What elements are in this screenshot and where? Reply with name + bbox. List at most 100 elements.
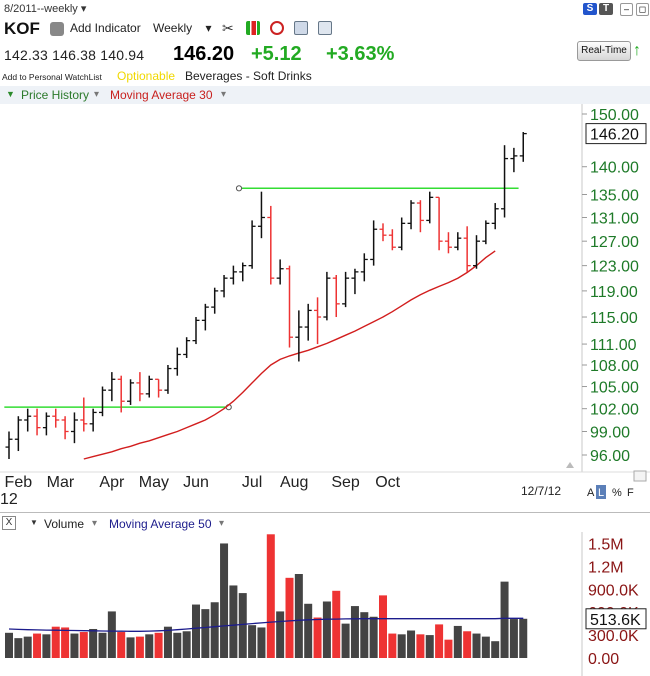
axis-mode-F[interactable]: F xyxy=(627,487,634,499)
ohlc-bar xyxy=(379,223,387,242)
volume-bar xyxy=(481,636,490,658)
volume-bar xyxy=(173,632,182,658)
close-icon[interactable]: X xyxy=(2,516,16,530)
volume-bar xyxy=(107,611,116,658)
volume-bar xyxy=(135,636,144,658)
ohlc-bar xyxy=(70,412,78,444)
ohlc-bar xyxy=(211,287,219,314)
volume-bar xyxy=(182,631,191,658)
period-selector[interactable]: 8/2011--weekly ▾ xyxy=(4,3,87,15)
last-volume-box xyxy=(585,608,647,630)
volume-bar xyxy=(61,627,70,658)
grid-icon[interactable] xyxy=(318,21,332,35)
ohlc-bar xyxy=(24,408,32,432)
price-tick-label: 102.00 xyxy=(590,402,639,419)
ohlc-bar xyxy=(229,265,237,285)
volume-bar xyxy=(369,616,378,658)
minimize-icon[interactable]: ‒ xyxy=(620,3,633,16)
last-price-label: 146.20 xyxy=(590,127,639,144)
chevron-down-icon[interactable]: ▾ xyxy=(94,89,100,100)
volume-bar xyxy=(266,534,275,658)
price-tick-label: 119.00 xyxy=(590,284,638,301)
price-legend: ▼ Price History ▾ Moving Average 30 ▾ xyxy=(0,86,650,105)
scroll-up-icon xyxy=(566,462,574,468)
ma30-line xyxy=(83,250,496,460)
industry-label[interactable]: Beverages - Soft Drinks xyxy=(185,69,312,83)
ohlc-bar xyxy=(491,203,499,230)
ma50-legend[interactable]: Moving Average 50 xyxy=(109,517,212,531)
axis-mode-L[interactable]: L xyxy=(598,487,604,499)
volume-legend-label[interactable]: Volume xyxy=(44,517,85,531)
volume-bar xyxy=(500,581,509,658)
volume-bar xyxy=(388,633,397,658)
chevron-down-icon[interactable]: ▾ xyxy=(92,518,98,529)
bar-chart-icon[interactable] xyxy=(246,21,260,35)
volume-bar xyxy=(360,612,369,658)
calendar-icon[interactable] xyxy=(294,21,308,35)
volume-bar xyxy=(350,606,359,658)
volume-bar xyxy=(322,601,331,658)
volume-tick-label: 300.0K xyxy=(588,628,639,645)
price-tick-label: 140.00 xyxy=(590,160,639,177)
price-tick-label: 111.00 xyxy=(590,337,637,354)
volume-bar xyxy=(257,627,266,658)
change-value: +5.12 xyxy=(251,43,302,65)
add-indicator-button[interactable]: Add Indicator xyxy=(70,21,141,35)
price-tick-label: 105.00 xyxy=(590,380,639,397)
chevron-down-icon[interactable]: ▾ xyxy=(221,89,227,100)
s-badge[interactable]: S xyxy=(583,3,597,15)
tools-icon[interactable]: ✂ xyxy=(222,20,234,36)
date-tick-label: Oct xyxy=(375,474,400,491)
ohlc-bar xyxy=(444,232,452,254)
alarm-clock-icon[interactable] xyxy=(270,21,284,35)
volume-bar xyxy=(463,631,472,658)
volume-bar xyxy=(435,624,444,658)
volume-bar xyxy=(192,604,200,658)
ohlc-bar xyxy=(388,229,396,251)
ohlc-bar xyxy=(89,408,97,432)
ohlc-bar xyxy=(370,220,378,266)
change-percent: +3.63% xyxy=(326,43,395,65)
price-history-legend[interactable]: Price History xyxy=(21,88,90,102)
chevron-down-icon[interactable]: ▾ xyxy=(219,518,225,529)
ohlc-bar xyxy=(267,205,275,285)
volume-bar xyxy=(145,634,154,658)
ohlc-bar xyxy=(398,217,406,251)
volume-bar xyxy=(285,577,294,658)
ohl-values: 142.33 146.38 140.94 xyxy=(4,47,144,63)
volume-bar xyxy=(117,632,126,658)
symbol-label[interactable]: KOF xyxy=(4,19,40,38)
timeframe-selector[interactable]: Weekly ▾ xyxy=(153,21,212,35)
triangle-icon: ▼ xyxy=(6,89,15,99)
last-price: 146.20 xyxy=(173,43,235,65)
axis-mode-A[interactable]: A xyxy=(587,487,595,499)
ohlc-bar xyxy=(482,220,490,245)
volume-bar xyxy=(126,637,135,658)
volume-bar xyxy=(519,618,528,658)
ohlc-bar xyxy=(239,262,247,282)
ohlc-bar xyxy=(42,412,50,436)
t-badge[interactable]: T xyxy=(599,3,613,15)
ohlc-bar xyxy=(108,372,116,402)
ohlc-bar xyxy=(155,378,163,398)
ma30-legend[interactable]: Moving Average 30 xyxy=(110,88,213,102)
price-tick-label: 123.00 xyxy=(590,259,639,276)
date-tick-label: Aug xyxy=(280,474,308,491)
volume-bar xyxy=(229,585,238,658)
axis-mode-%[interactable]: % xyxy=(612,487,622,499)
pencil-icon xyxy=(633,470,647,482)
price-chart[interactable]: 150.00 140.00 135.00 131.00 127.00 123.00 119.… xyxy=(0,104,650,512)
maximize-icon[interactable]: ◻ xyxy=(636,3,649,16)
ohlc-bar xyxy=(304,303,312,341)
ohlc-bar xyxy=(201,303,209,331)
date-tick-label: Jun xyxy=(183,474,209,491)
open-value: 142.33 xyxy=(4,47,49,63)
gear-icon[interactable] xyxy=(50,22,64,36)
volume-tick-label: 900.0K xyxy=(588,582,639,599)
volume-bar xyxy=(89,628,98,658)
watchlist-link[interactable]: Add to Personal WatchList xyxy=(2,72,102,82)
date-stamp: 12/7/12 xyxy=(521,484,561,498)
realtime-button[interactable]: Real-Time xyxy=(577,41,631,61)
volume-bar xyxy=(379,595,387,658)
